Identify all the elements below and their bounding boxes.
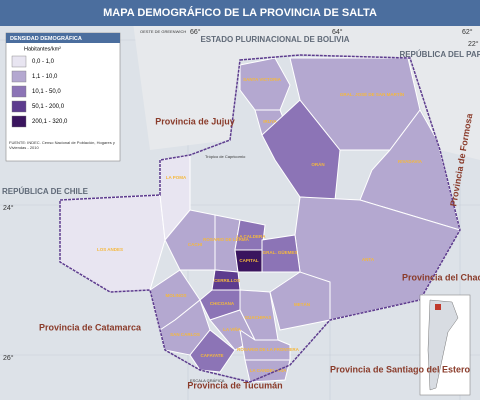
department [244,359,291,383]
department-label: CHICOANA [210,301,235,306]
legend-swatch [11,70,27,83]
department-label: LA VIÑA [223,326,242,332]
department-label: LOS ANDES [97,247,123,252]
department-label: GUACHIPAS [245,315,272,320]
department-label: LA CANDELARIA [250,368,288,373]
legend-swatch [11,115,27,128]
department-label: GRAL. GÜEMES [263,249,298,255]
legend-swatch [11,100,27,113]
note: OESTE DE GREENWICH [140,29,186,34]
coordinate-label: 22° [468,40,479,48]
legend-title: DENSIDAD DEMOGRÁFICA [10,35,82,42]
department-label: GRAL. JOSÉ DE SAN MARTÍN [340,90,404,97]
department-label: IRUYA [263,119,277,124]
legend-label: 50,1 - 200,0 [32,104,65,110]
neighbor-area [130,0,480,160]
legend-label: 200,1 - 320,0 [32,119,68,125]
department-label: ROSARIO DE LA FRONTERA [237,347,300,352]
department [269,271,331,331]
department-label: ANTA [362,257,375,262]
department-label: ORÁN [311,161,324,167]
neighbor-label: Provincia de Jujuy [155,116,235,126]
title-bar [0,0,480,26]
note: Trópico de Capricornio [205,154,246,159]
coordinate-label: 26° [3,354,14,362]
legend-label: 10,1 - 50,0 [32,89,61,95]
department-label: RIVADAVIA [398,159,423,164]
department [261,234,301,273]
department-label: CAPITAL [239,258,258,263]
coordinate-label: 66° [190,28,201,36]
neighbor-label: Provincia del Chaco [402,272,480,282]
neighbor-label: Provincia de Santiago del Estero [330,364,471,374]
neighbor-label: Provincia de Tucumán [187,380,282,390]
coordinate-label: 64° [332,28,343,36]
department [189,329,236,373]
department-label: MOLINOS [166,293,187,298]
department-label: SAN CARLOS [170,332,200,337]
legend-source-box: FUENTE: INDEC. Censo Nacional de Poblaci… [9,140,115,150]
department-label: CERRILLOS [214,278,240,283]
neighbor-label: ESTADO PLURINACIONAL DE BOLIVIA [200,35,349,44]
department-label: LA POMA [166,175,187,180]
department-label: METÁN [294,301,310,307]
inset [419,294,471,396]
department-label: SANTA VICTORIA [243,77,281,82]
departments: SANTA VICTORIA IRUYA ORÁN GRAL. JOSÉ DE SAN… [59,57,461,383]
coordinate-label: 24° [3,204,14,212]
neighbor-label: REPÚBLICA DE CHILE [2,187,89,196]
department-label: ROSARIO DE LERMA [203,237,250,242]
legend-label: 1,1 - 10,0 [32,74,58,80]
department [164,209,216,271]
neighbor-label: REPÚBLICA DEL PARAGUAY [399,50,480,59]
legend-header [6,33,120,43]
legend-swatch [11,55,27,68]
legend-swatch [11,85,27,98]
title: MAPA DEMOGRÁFICO DE LA PROVINCIA DE SALT… [103,6,377,19]
legend-label: 0,0 - 1,0 [32,59,55,65]
province-border [59,54,461,383]
department [239,289,279,341]
legend: DENSIDAD DEMOGRÁFICA Habitantes/km² 0,0 … [5,32,121,162]
legend-source: FUENTE: INDEC. Censo Nacional de Poblaci… [9,140,115,150]
department-label: LA CALDERA [236,234,266,239]
department-label: CACHI [188,242,202,247]
department-label: CAFAYATE [200,353,223,358]
legend-unit: Habitantes/km² [24,46,61,52]
neighbor-label: Provincia de Catamarca [39,322,142,332]
note: ESCALA GRÁFICA [190,378,225,383]
coordinate-label: 62° [462,28,473,36]
